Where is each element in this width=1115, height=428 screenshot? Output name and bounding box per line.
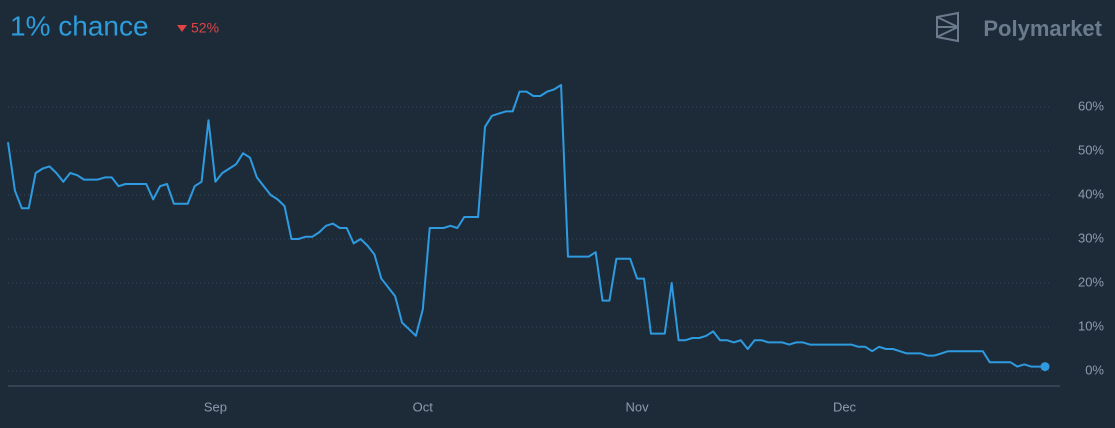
x-tick-label: Nov bbox=[626, 399, 650, 414]
chart-title: 1% chance bbox=[10, 10, 149, 41]
y-tick-label: 0% bbox=[1085, 362, 1104, 377]
brand-logo bbox=[936, 11, 959, 43]
y-tick-label: 50% bbox=[1078, 142, 1104, 157]
y-tick-label: 20% bbox=[1078, 274, 1104, 289]
x-tick-label: Oct bbox=[413, 399, 434, 414]
change-label: 52% bbox=[191, 20, 219, 36]
y-tick-label: 40% bbox=[1078, 186, 1104, 201]
y-tick-label: 10% bbox=[1078, 318, 1104, 333]
price-line bbox=[7, 84, 1045, 368]
x-tick-label: Sep bbox=[204, 399, 227, 414]
last-point bbox=[1040, 362, 1050, 372]
x-tick-label: Dec bbox=[833, 399, 857, 414]
y-tick-label: 30% bbox=[1078, 230, 1104, 245]
y-tick-label: 60% bbox=[1078, 98, 1104, 113]
change-arrow bbox=[177, 25, 187, 32]
brand-name: Polymarket bbox=[983, 16, 1102, 41]
